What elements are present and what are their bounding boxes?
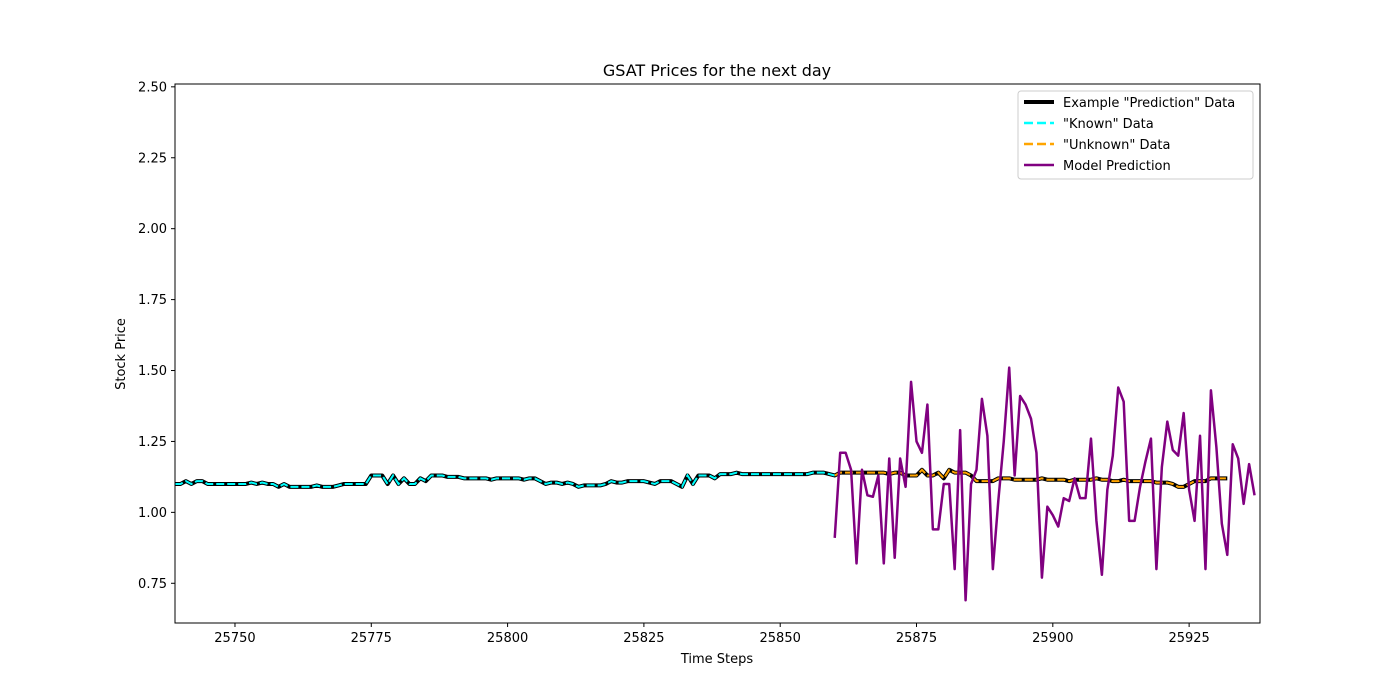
series-model-prediction-line [833, 366, 1256, 602]
y-tick-label: 2.00 [138, 222, 167, 237]
x-axis: 25750 25775 25800 25825 25850 25875 25900 25925 [214, 623, 1210, 646]
x-tick-label: 25825 [623, 631, 664, 646]
y-axis-label: Stock Price [114, 318, 129, 390]
y-tick-label: 0.75 [138, 577, 167, 592]
x-tick-label: 25800 [487, 631, 528, 646]
legend: Example "Prediction" Data "Known" Data "… [1017, 90, 1254, 180]
y-tick-label: 2.25 [138, 151, 167, 166]
legend-label-known: "Known" Data [1063, 117, 1154, 132]
y-tick-label: 1.00 [138, 506, 167, 521]
chart-title: GSAT Prices for the next day [603, 61, 831, 80]
x-tick-label: 25900 [1032, 631, 1073, 646]
y-tick-label: 2.50 [138, 80, 167, 95]
y-tick-label: 1.25 [138, 435, 167, 450]
y-axis: 0.75 1.00 1.25 1.50 1.75 2.00 2.25 2.50 [138, 80, 175, 592]
y-tick-label: 1.75 [138, 293, 167, 308]
series-example-prediction-line [175, 467, 1228, 489]
x-tick-label: 25775 [351, 631, 392, 646]
x-axis-label: Time Steps [680, 652, 754, 667]
legend-label-model-prediction: Model Prediction [1063, 159, 1171, 174]
y-tick-label: 1.50 [138, 364, 167, 379]
legend-box [1017, 90, 1254, 180]
plot-frame [174, 83, 1261, 624]
series-known-line [175, 471, 835, 489]
x-tick-label: 25850 [760, 631, 801, 646]
x-tick-label: 25750 [214, 631, 255, 646]
x-tick-label: 25875 [896, 631, 937, 646]
legend-label-unknown: "Unknown" Data [1063, 138, 1170, 153]
legend-label-example-prediction: Example "Prediction" Data [1063, 96, 1235, 111]
x-tick-label: 25925 [1168, 631, 1209, 646]
